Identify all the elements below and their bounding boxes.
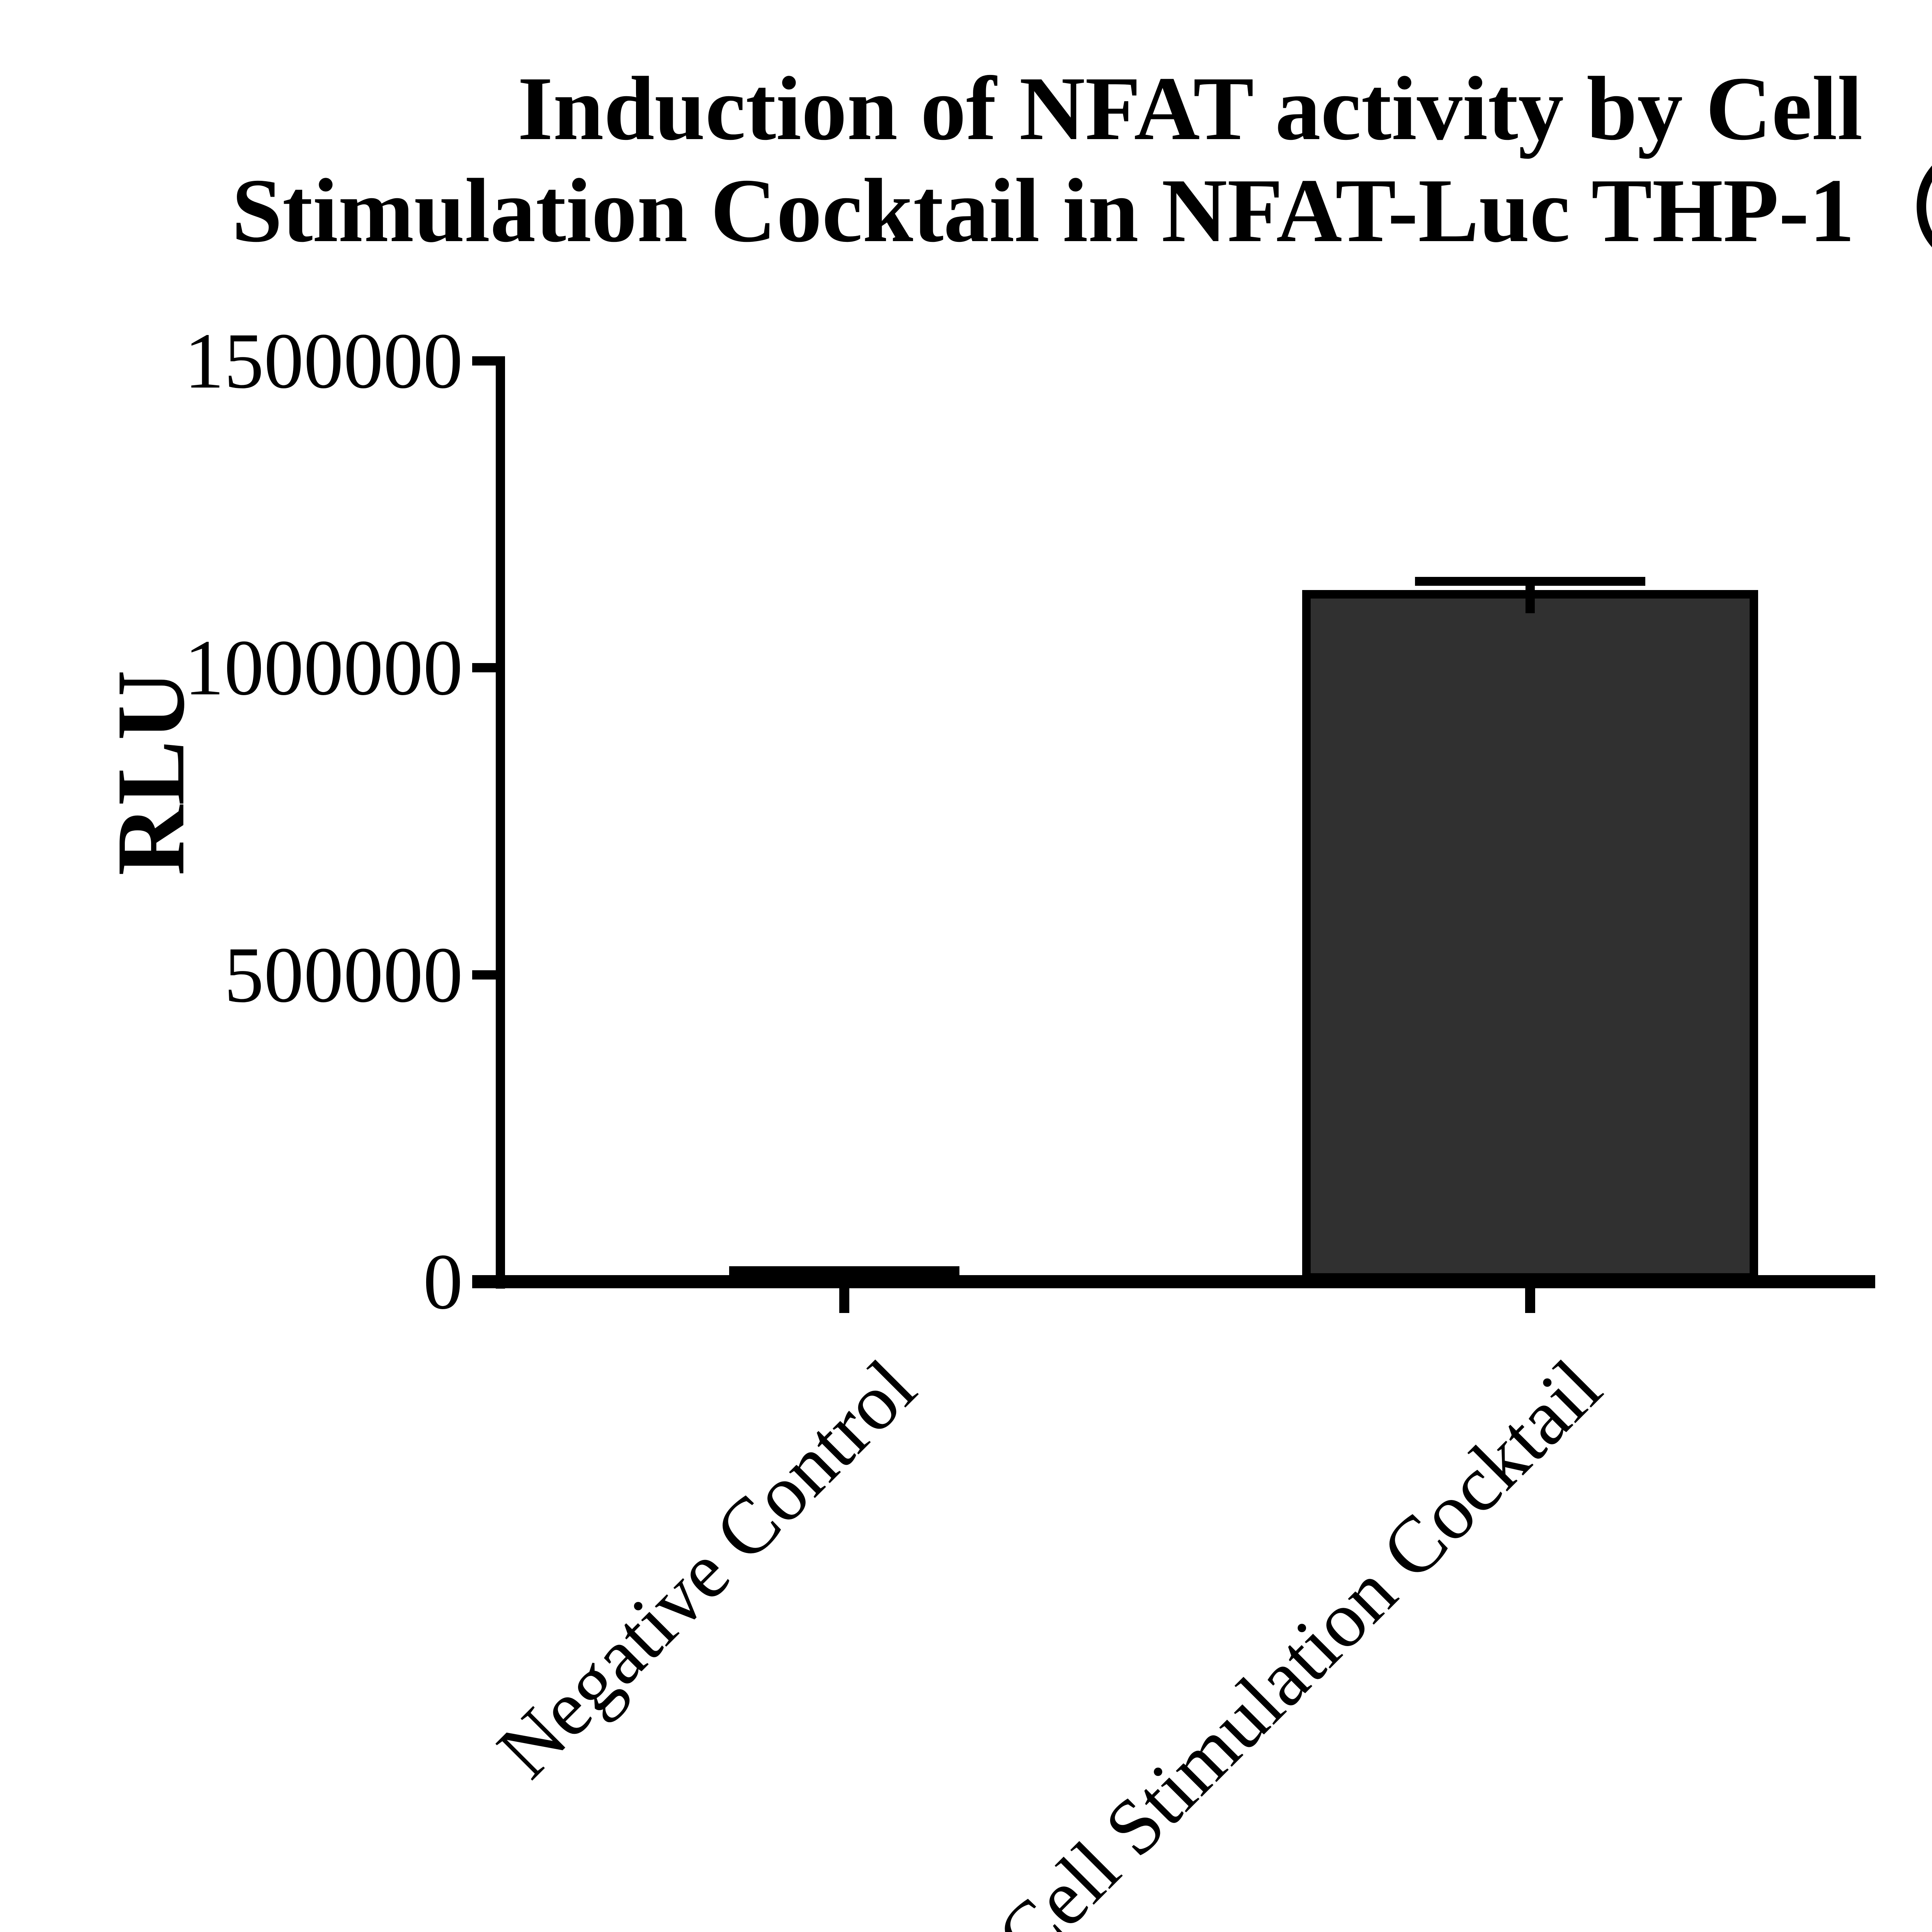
y-tick-label-1500000: 1500000: [184, 316, 463, 405]
x-tick-mark-cell-stimulation-cocktail: [1525, 1288, 1535, 1313]
y-tick-mark-1000000: [472, 663, 500, 672]
y-tick-label-0: 0: [423, 1237, 463, 1326]
error-bar-stem-cell-stimulation-cocktail: [1526, 581, 1535, 613]
error-bar-cap-negative-control: [729, 1266, 959, 1275]
y-tick-mark-500000: [472, 970, 500, 980]
y-tick-mark-1500000: [472, 356, 500, 366]
x-tick-mark-negative-control: [839, 1288, 849, 1313]
chart-title: Induction of NFAT activity by Cell Stimu…: [231, 58, 1932, 262]
x-axis-line: [472, 1275, 1875, 1288]
y-axis-line: [496, 356, 505, 1289]
chart-title-line-1: Induction of NFAT activity by Cell: [517, 58, 1863, 159]
y-tick-label-500000: 500000: [224, 930, 463, 1019]
bar-cell-stimulation-cocktail: [1302, 590, 1758, 1282]
x-category-label-negative-control: Negative Control: [480, 1343, 932, 1795]
chart-title-line-2: Stimulation Cocktail in NFAT-Luc THP-1（C…: [231, 160, 1932, 261]
x-category-label-cell-stimulation-cocktail: Cell Stimulation Cocktail: [980, 1343, 1618, 1932]
error-bar-cap-cell-stimulation-cocktail: [1415, 577, 1645, 586]
y-tick-label-1000000: 1000000: [184, 623, 463, 712]
